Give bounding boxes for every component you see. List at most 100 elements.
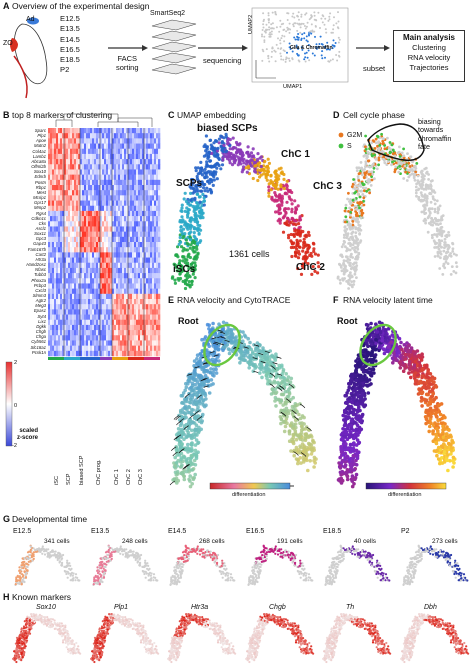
umap-point [203, 175, 207, 179]
heatmap-cell [156, 190, 159, 196]
cell-cycle-point [425, 170, 429, 174]
umap-point [181, 259, 185, 263]
heatmap-cell [74, 190, 77, 196]
heatmap-cell [72, 252, 75, 258]
heatmap-cell [50, 133, 53, 139]
umap-point [290, 240, 294, 244]
heatmap-cell [104, 205, 107, 212]
heatmap-cell [84, 299, 87, 305]
cell-cycle-point [447, 246, 450, 250]
heatmap-cell [68, 164, 71, 170]
cell-cycle-point [383, 147, 387, 151]
heatmap-cell [128, 288, 131, 295]
heatmap-cell [104, 242, 107, 248]
umap-point [300, 46, 303, 49]
heatmap-cell [50, 330, 53, 336]
heatmap-cell [108, 138, 111, 144]
velocity-point [274, 404, 278, 408]
heatmap-cell [70, 247, 73, 253]
heatmap-cell [62, 242, 65, 248]
heatmap-cell [94, 164, 97, 170]
heatmap-cell [72, 216, 75, 222]
heatmap-cell [70, 174, 73, 181]
heatmap-cell [86, 221, 89, 227]
heatmap-cell [54, 273, 57, 279]
heatmap-cell [96, 257, 99, 264]
heatmap-cell [56, 324, 59, 331]
heatmap-cell [118, 216, 121, 222]
heatmap-cell [90, 153, 93, 160]
heatmap-cell [132, 293, 135, 300]
cell-cycle-point [432, 189, 436, 193]
cell-cycle-point [414, 167, 418, 170]
heatmap-cell [128, 299, 131, 305]
heatmap-cell [158, 345, 161, 352]
heatmap-cell [152, 128, 155, 134]
heatmap-cell [54, 128, 57, 134]
heatmap-cell [156, 148, 159, 155]
heatmap-cell [138, 169, 141, 175]
heatmap-cell [78, 190, 81, 196]
umap-point [187, 208, 191, 212]
heatmap-cell [72, 314, 75, 321]
heatmap-cell [134, 278, 137, 284]
umap-point [191, 272, 195, 276]
heatmap-cell [52, 252, 55, 258]
cell-cycle-point [351, 198, 355, 202]
heatmap-cell [158, 304, 161, 310]
heatmap-cell [98, 148, 101, 155]
heatmap-cell [146, 299, 149, 305]
heatmap-cell [66, 185, 69, 191]
heatmap-cell [126, 293, 129, 300]
heatmap-cell [134, 221, 137, 227]
heatmap-cell [136, 314, 139, 321]
heatmap-cell [82, 159, 85, 165]
heatmap-cell [108, 153, 111, 160]
heatmap-cell [128, 179, 131, 186]
cell-cycle-point [435, 199, 439, 203]
heatmap-cell [52, 153, 55, 160]
cell-cycle-point [349, 271, 352, 275]
cell-cycle-point [358, 202, 361, 206]
heatmap-cell [142, 205, 145, 212]
heatmap-cell [104, 262, 107, 269]
heatmap-cell [92, 350, 95, 357]
cell-cycle-point [443, 266, 447, 270]
umap-point [189, 198, 193, 202]
heatmap-cell [60, 195, 63, 201]
heatmap-cell [108, 350, 111, 357]
heatmap-cell [58, 179, 61, 186]
cell-cycle-point [353, 265, 357, 269]
heatmap-cell [116, 304, 119, 310]
heatmap-cell [50, 293, 53, 300]
heatmap-cell [78, 195, 81, 201]
cell-cycle-point [449, 273, 453, 276]
heatmap-cell [110, 283, 113, 289]
heatmap-cell [114, 350, 117, 357]
umap-point [255, 157, 260, 162]
heatmap-cell [120, 335, 123, 341]
cell-cycle-point [362, 183, 366, 186]
heatmap-cell [130, 288, 133, 295]
heatmap-cell [154, 304, 157, 310]
heatmap-cell [134, 174, 137, 181]
heatmap-cell [144, 205, 147, 212]
heatmap-cell [152, 314, 155, 321]
heatmap-cell [82, 314, 85, 321]
heatmap-cell [122, 133, 125, 139]
heatmap-cell [58, 299, 61, 305]
cell-cycle-point [339, 253, 343, 257]
heatmap-cell [58, 283, 61, 289]
heatmap-cell [116, 179, 119, 186]
heatmap-cell [136, 273, 139, 279]
heatmap-cell [150, 226, 153, 232]
cell-cycle-point [356, 257, 359, 261]
heatmap-cell [124, 138, 127, 144]
heatmap-cell [80, 283, 83, 289]
heatmap-cell [156, 200, 159, 207]
heatmap-cell [132, 340, 135, 346]
heatmap-cell [150, 278, 153, 284]
heatmap-cell [114, 330, 117, 336]
heatmap-cell [116, 133, 119, 139]
heatmap-cell [140, 288, 143, 295]
